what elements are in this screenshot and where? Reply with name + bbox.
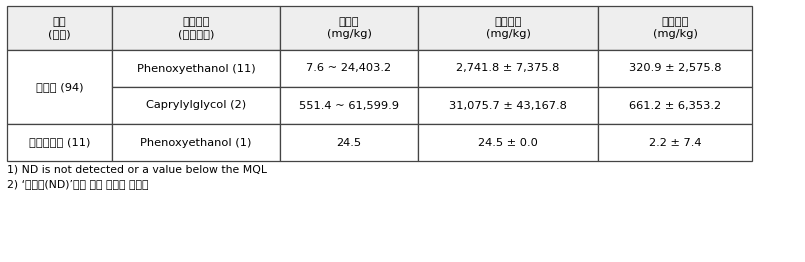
Bar [418,87,598,124]
Text: 24.5 ± 0.0: 24.5 ± 0.0 [478,138,538,148]
Bar [280,50,418,87]
Text: 검출량
(mg/kg): 검출량 (mg/kg) [327,17,371,39]
Text: 24.5: 24.5 [336,138,361,148]
Bar [418,124,598,161]
Text: 검출평균
(mg/kg): 검출평균 (mg/kg) [485,17,530,39]
Bar [598,87,752,124]
Text: 2,741.8 ± 7,375.8: 2,741.8 ± 7,375.8 [456,63,559,74]
Bar [7,124,112,161]
Bar [7,6,112,50]
Text: Caprylylglycol (2): Caprylylglycol (2) [146,101,246,111]
Bar [7,50,112,124]
Bar [280,124,418,161]
Bar [280,87,418,124]
Bar [598,50,752,87]
Bar [112,87,280,124]
Text: Phenoxyethanol (1): Phenoxyethanol (1) [140,138,252,148]
Text: Phenoxyethanol (11): Phenoxyethanol (11) [137,63,255,74]
Text: 검출물질
(검출건수): 검출물질 (검출건수) [178,17,214,39]
Text: 661.2 ± 6,353.2: 661.2 ± 6,353.2 [629,101,721,111]
Text: 2) ‘불검출(ND)’까지 모두 포함된 평균값: 2) ‘불검출(ND)’까지 모두 포함된 평균값 [7,179,148,189]
Bar [112,124,280,161]
Bar [418,50,598,87]
Bar [112,6,280,50]
Text: 320.9 ± 2,575.8: 320.9 ± 2,575.8 [629,63,721,74]
Bar [598,6,752,50]
Text: 31,075.7 ± 43,167.8: 31,075.7 ± 43,167.8 [449,101,567,111]
Bar [598,124,752,161]
Bar [280,6,418,50]
Text: 2.2 ± 7.4: 2.2 ± 7.4 [649,138,701,148]
Text: 품목
(개수): 품목 (개수) [48,17,71,39]
Text: 전체평균
(mg/kg): 전체평균 (mg/kg) [653,17,697,39]
Text: 7.6 ~ 24,403.2: 7.6 ~ 24,403.2 [307,63,391,74]
Text: 헹굴보조제 (11): 헹굴보조제 (11) [29,138,90,148]
Text: 551.4 ~ 61,599.9: 551.4 ~ 61,599.9 [299,101,399,111]
Text: 세첩제 (94): 세첩제 (94) [35,82,83,92]
Bar [418,6,598,50]
Text: 1) ND is not detected or a value below the MQL: 1) ND is not detected or a value below t… [7,165,267,175]
Bar [112,50,280,87]
